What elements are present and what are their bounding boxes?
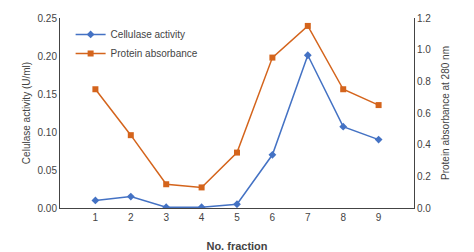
svg-text:0.2: 0.2 (417, 171, 431, 182)
svg-text:Protein absorbance: Protein absorbance (111, 48, 198, 59)
svg-text:0.20: 0.20 (38, 51, 58, 62)
svg-text:1.2: 1.2 (417, 13, 431, 24)
svg-text:0.4: 0.4 (417, 139, 431, 150)
svg-text:1: 1 (93, 212, 99, 223)
svg-text:0.8: 0.8 (417, 76, 431, 87)
svg-text:0.00: 0.00 (38, 203, 58, 214)
svg-text:7: 7 (305, 212, 311, 223)
svg-text:0.15: 0.15 (38, 89, 58, 100)
svg-text:5: 5 (234, 212, 240, 223)
svg-text:3: 3 (163, 212, 169, 223)
svg-text:1.0: 1.0 (417, 44, 431, 55)
svg-text:2: 2 (128, 212, 134, 223)
svg-text:Protein absorbance at 280 nm: Protein absorbance at 280 nm (440, 46, 451, 180)
svg-text:0.05: 0.05 (38, 165, 58, 176)
svg-text:8: 8 (340, 212, 346, 223)
svg-text:4: 4 (199, 212, 205, 223)
svg-text:0.0: 0.0 (417, 203, 431, 214)
svg-text:9: 9 (376, 212, 382, 223)
svg-text:No. fraction: No. fraction (206, 240, 267, 252)
svg-text:0.6: 0.6 (417, 108, 431, 119)
svg-text:0.25: 0.25 (38, 13, 58, 24)
svg-text:0.10: 0.10 (38, 127, 58, 138)
svg-text:Cellulase activity: Cellulase activity (111, 29, 185, 40)
svg-text:Celulase activity (U/ml): Celulase activity (U/ml) (21, 62, 32, 164)
svg-text:6: 6 (270, 212, 276, 223)
